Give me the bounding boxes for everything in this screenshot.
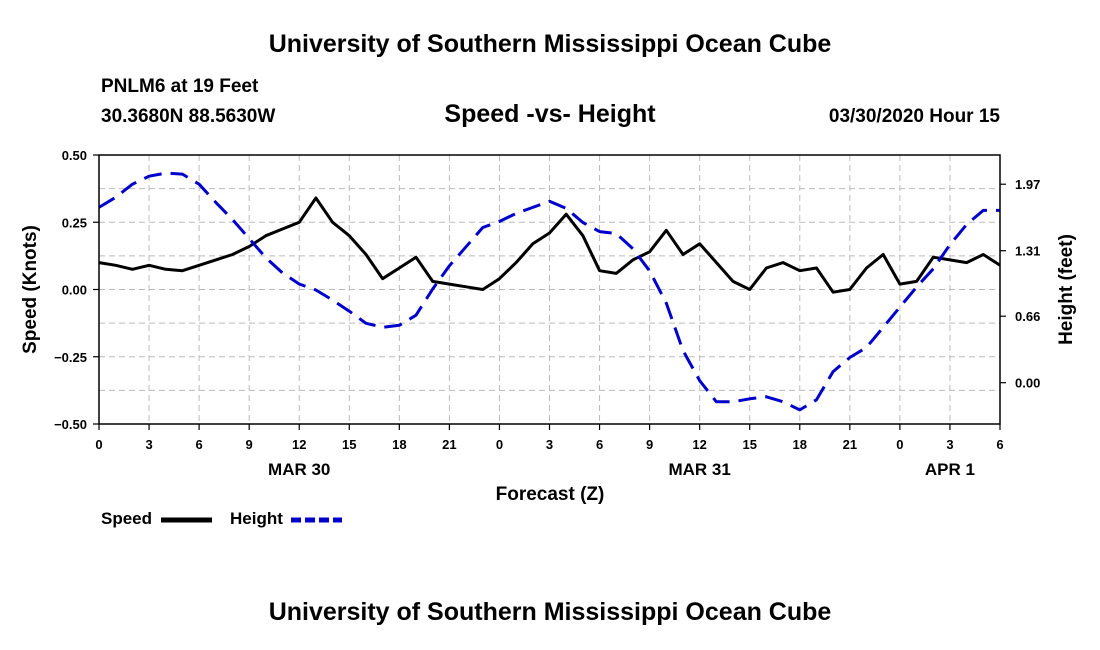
x-tick-label: 15	[742, 437, 756, 452]
y-tick-label: 0.25	[62, 215, 87, 230]
x-tick-label: 6	[596, 437, 603, 452]
x-day-label: MAR 31	[668, 460, 730, 479]
x-axis-title: Forecast (Z)	[496, 484, 605, 505]
station-name: PNLM6 at 19 Feet	[101, 76, 259, 97]
x-day-label: APR 1	[925, 460, 975, 479]
x-tick-label: 15	[342, 437, 356, 452]
y-axis-title: Speed (Knots)	[20, 225, 41, 354]
footer-title: University of Southern Mississippi Ocean…	[268, 598, 832, 626]
x-tick-label: 21	[442, 437, 456, 452]
station-coordinates: 30.3680N 88.5630W	[101, 106, 276, 127]
x-tick-label: 6	[195, 437, 202, 452]
x-day-label: MAR 30	[268, 460, 330, 479]
series-speed-line	[98, 196, 1001, 294]
grid-lines	[99, 155, 1000, 424]
x-tick-label: 18	[793, 437, 807, 452]
x-tick-label: 3	[946, 437, 953, 452]
chart-subtitle: Speed -vs- Height	[444, 100, 656, 128]
axis-labels: 0 3 6 9 12 15 18 21 0 3 6 9 12 15 18 21 0 3 6 MAR 30 MAR 31 A…	[20, 148, 1077, 523]
forecast-datetime: 03/30/2020 Hour 15	[828, 106, 1000, 127]
y2-tick-label: 0.00	[1015, 376, 1040, 391]
x-tick-label: 0	[896, 437, 903, 452]
y-tick-label: 0.50	[62, 148, 87, 163]
x-tick-label: 18	[392, 437, 406, 452]
legend-height-label: Height	[230, 509, 283, 528]
page-title: University of Southern Mississippi Ocean…	[268, 30, 832, 58]
y2-axis-title: Height (feet)	[1056, 234, 1077, 345]
y2-tick-label: 1.31	[1015, 244, 1040, 259]
x-tick-label: 3	[546, 437, 553, 452]
x-tick-label: 0	[496, 437, 503, 452]
y-tick-label: 0.00	[62, 283, 87, 298]
x-tick-label: 3	[145, 437, 152, 452]
legend-speed-label: Speed	[101, 509, 153, 528]
x-tick-label: 21	[843, 437, 857, 452]
y-tick-label: −0.25	[54, 350, 87, 365]
x-tick-label: 6	[996, 437, 1003, 452]
x-tick-label: 9	[646, 437, 653, 452]
series-height-line	[98, 171, 1000, 412]
data-series	[98, 171, 1001, 412]
x-tick-label: 0	[95, 437, 102, 452]
y2-tick-label: 0.66	[1015, 309, 1040, 324]
x-tick-label: 12	[292, 437, 306, 452]
y2-tick-label: 1.97	[1015, 177, 1040, 192]
y-tick-label: −0.50	[54, 417, 87, 432]
axes	[93, 154, 1006, 430]
x-tick-label: 9	[246, 437, 253, 452]
x-tick-label: 12	[692, 437, 706, 452]
